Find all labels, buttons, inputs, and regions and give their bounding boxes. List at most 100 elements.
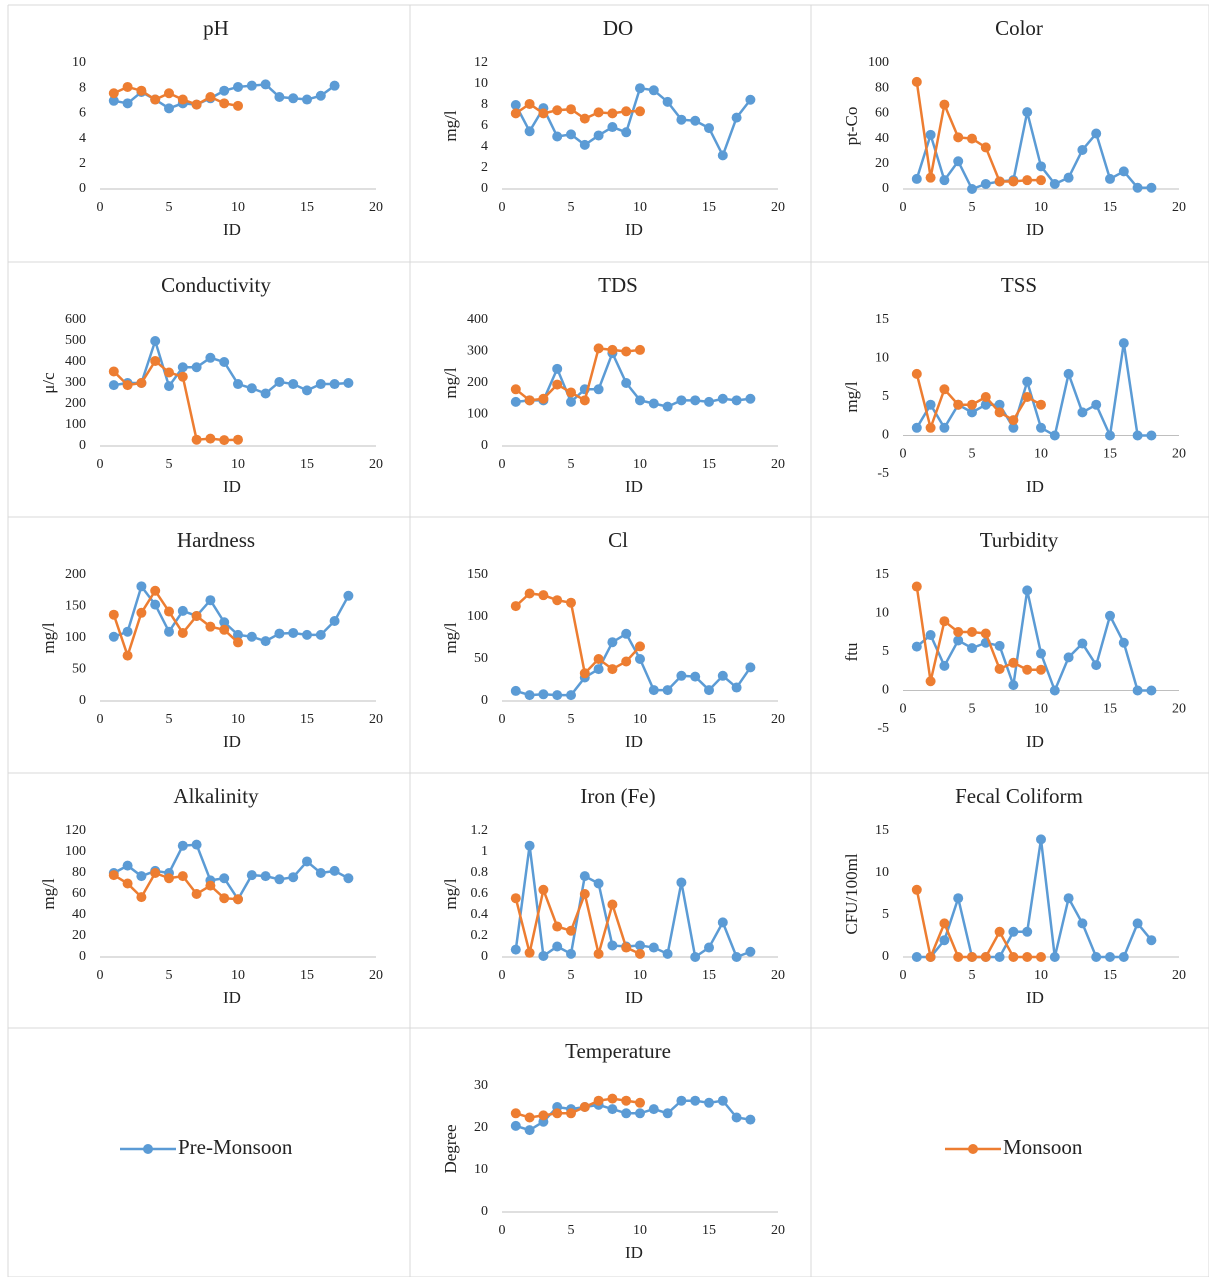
data-point <box>635 654 645 664</box>
data-point <box>510 384 521 395</box>
data-point <box>621 942 632 953</box>
x-tick-label: 0 <box>97 457 104 472</box>
data-point <box>745 662 756 673</box>
data-point <box>150 336 161 346</box>
data-point <box>233 637 243 648</box>
data-point <box>1105 173 1115 184</box>
y-axis-label: mg/l <box>39 878 58 909</box>
data-point <box>1146 685 1157 696</box>
y-tick-label: 0 <box>481 438 488 453</box>
x-tick-label: 20 <box>369 712 383 727</box>
x-tick-label: 20 <box>369 968 383 983</box>
data-point <box>1105 952 1115 962</box>
data-point <box>1118 166 1129 177</box>
y-tick-label: 20 <box>474 1120 488 1135</box>
y-tick-label: 400 <box>467 312 488 327</box>
data-point <box>566 396 576 407</box>
y-tick-label: 6 <box>481 118 488 133</box>
data-point <box>1105 610 1115 621</box>
series-line <box>514 86 752 159</box>
data-point <box>274 628 285 639</box>
x-tick-label: 20 <box>771 1223 785 1238</box>
legend-marker <box>143 1144 153 1154</box>
y-tick-label: 100 <box>467 407 488 422</box>
y-tick-label: 1 <box>481 844 488 859</box>
y-tick-label: 0 <box>882 181 889 196</box>
data-point <box>1049 430 1060 441</box>
data-point <box>233 81 243 92</box>
data-point <box>1077 144 1088 155</box>
data-point <box>1036 952 1046 962</box>
data-point <box>717 1095 728 1106</box>
data-point <box>621 628 632 639</box>
y-tick-label: 0.2 <box>471 928 489 943</box>
data-point <box>911 952 922 962</box>
x-tick-label: 20 <box>1172 968 1186 983</box>
data-point <box>1022 664 1033 675</box>
data-point <box>662 401 673 412</box>
data-point <box>538 689 549 700</box>
data-point <box>745 393 756 404</box>
data-point <box>219 624 230 635</box>
data-point <box>704 396 714 407</box>
y-tick-label: 200 <box>467 375 488 390</box>
data-point <box>1063 652 1074 663</box>
data-point <box>607 122 618 133</box>
data-point <box>911 422 922 433</box>
x-axis-label: ID <box>223 220 241 239</box>
data-point <box>524 1112 535 1123</box>
series-line <box>113 843 349 902</box>
data-point <box>566 948 576 959</box>
chart-title: DO <box>603 16 633 40</box>
data-point <box>939 99 950 110</box>
y-tick-label: 0 <box>481 949 488 964</box>
y-tick-label: 0 <box>882 428 889 443</box>
data-point <box>593 878 604 889</box>
data-point <box>994 407 1005 418</box>
data-point <box>329 615 340 626</box>
data-point <box>1008 926 1019 937</box>
data-point <box>205 352 216 363</box>
x-axis-label: ID <box>625 1243 643 1262</box>
data-point <box>150 599 161 610</box>
x-tick-label: 15 <box>300 968 314 983</box>
x-tick-label: 5 <box>568 1223 575 1238</box>
legend-label: Pre-Monsoon <box>178 1135 293 1159</box>
data-point <box>925 129 936 140</box>
x-tick-label: 5 <box>969 447 976 462</box>
x-tick-label: 5 <box>166 712 173 727</box>
y-tick-label: 80 <box>875 80 889 95</box>
data-point <box>635 641 645 652</box>
data-point <box>274 874 285 885</box>
data-point <box>1036 161 1046 172</box>
data-point <box>177 371 188 382</box>
y-tick-label: 40 <box>72 907 86 922</box>
data-point <box>1022 107 1033 118</box>
x-tick-label: 20 <box>771 457 785 472</box>
data-point <box>177 94 188 105</box>
data-point <box>274 376 285 387</box>
y-tick-label: 150 <box>65 599 86 614</box>
data-point <box>233 100 243 111</box>
data-point <box>662 685 673 696</box>
data-point <box>717 393 728 404</box>
data-point <box>552 941 563 952</box>
data-point <box>953 132 964 143</box>
data-point <box>953 893 964 904</box>
data-point <box>690 395 701 406</box>
x-tick-label: 15 <box>1103 447 1117 462</box>
data-point <box>538 884 549 895</box>
data-point <box>538 950 549 961</box>
chart-title: Temperature <box>565 1039 671 1063</box>
data-point <box>579 1102 590 1112</box>
x-tick-label: 15 <box>702 200 716 215</box>
data-point <box>219 435 230 446</box>
data-point <box>717 670 728 681</box>
data-point <box>122 380 133 391</box>
data-point <box>538 590 549 601</box>
data-point <box>980 178 991 189</box>
y-tick-label: 10 <box>875 606 889 621</box>
data-point <box>911 581 922 592</box>
y-tick-label: 20 <box>72 928 86 943</box>
y-tick-label: 15 <box>875 567 889 582</box>
